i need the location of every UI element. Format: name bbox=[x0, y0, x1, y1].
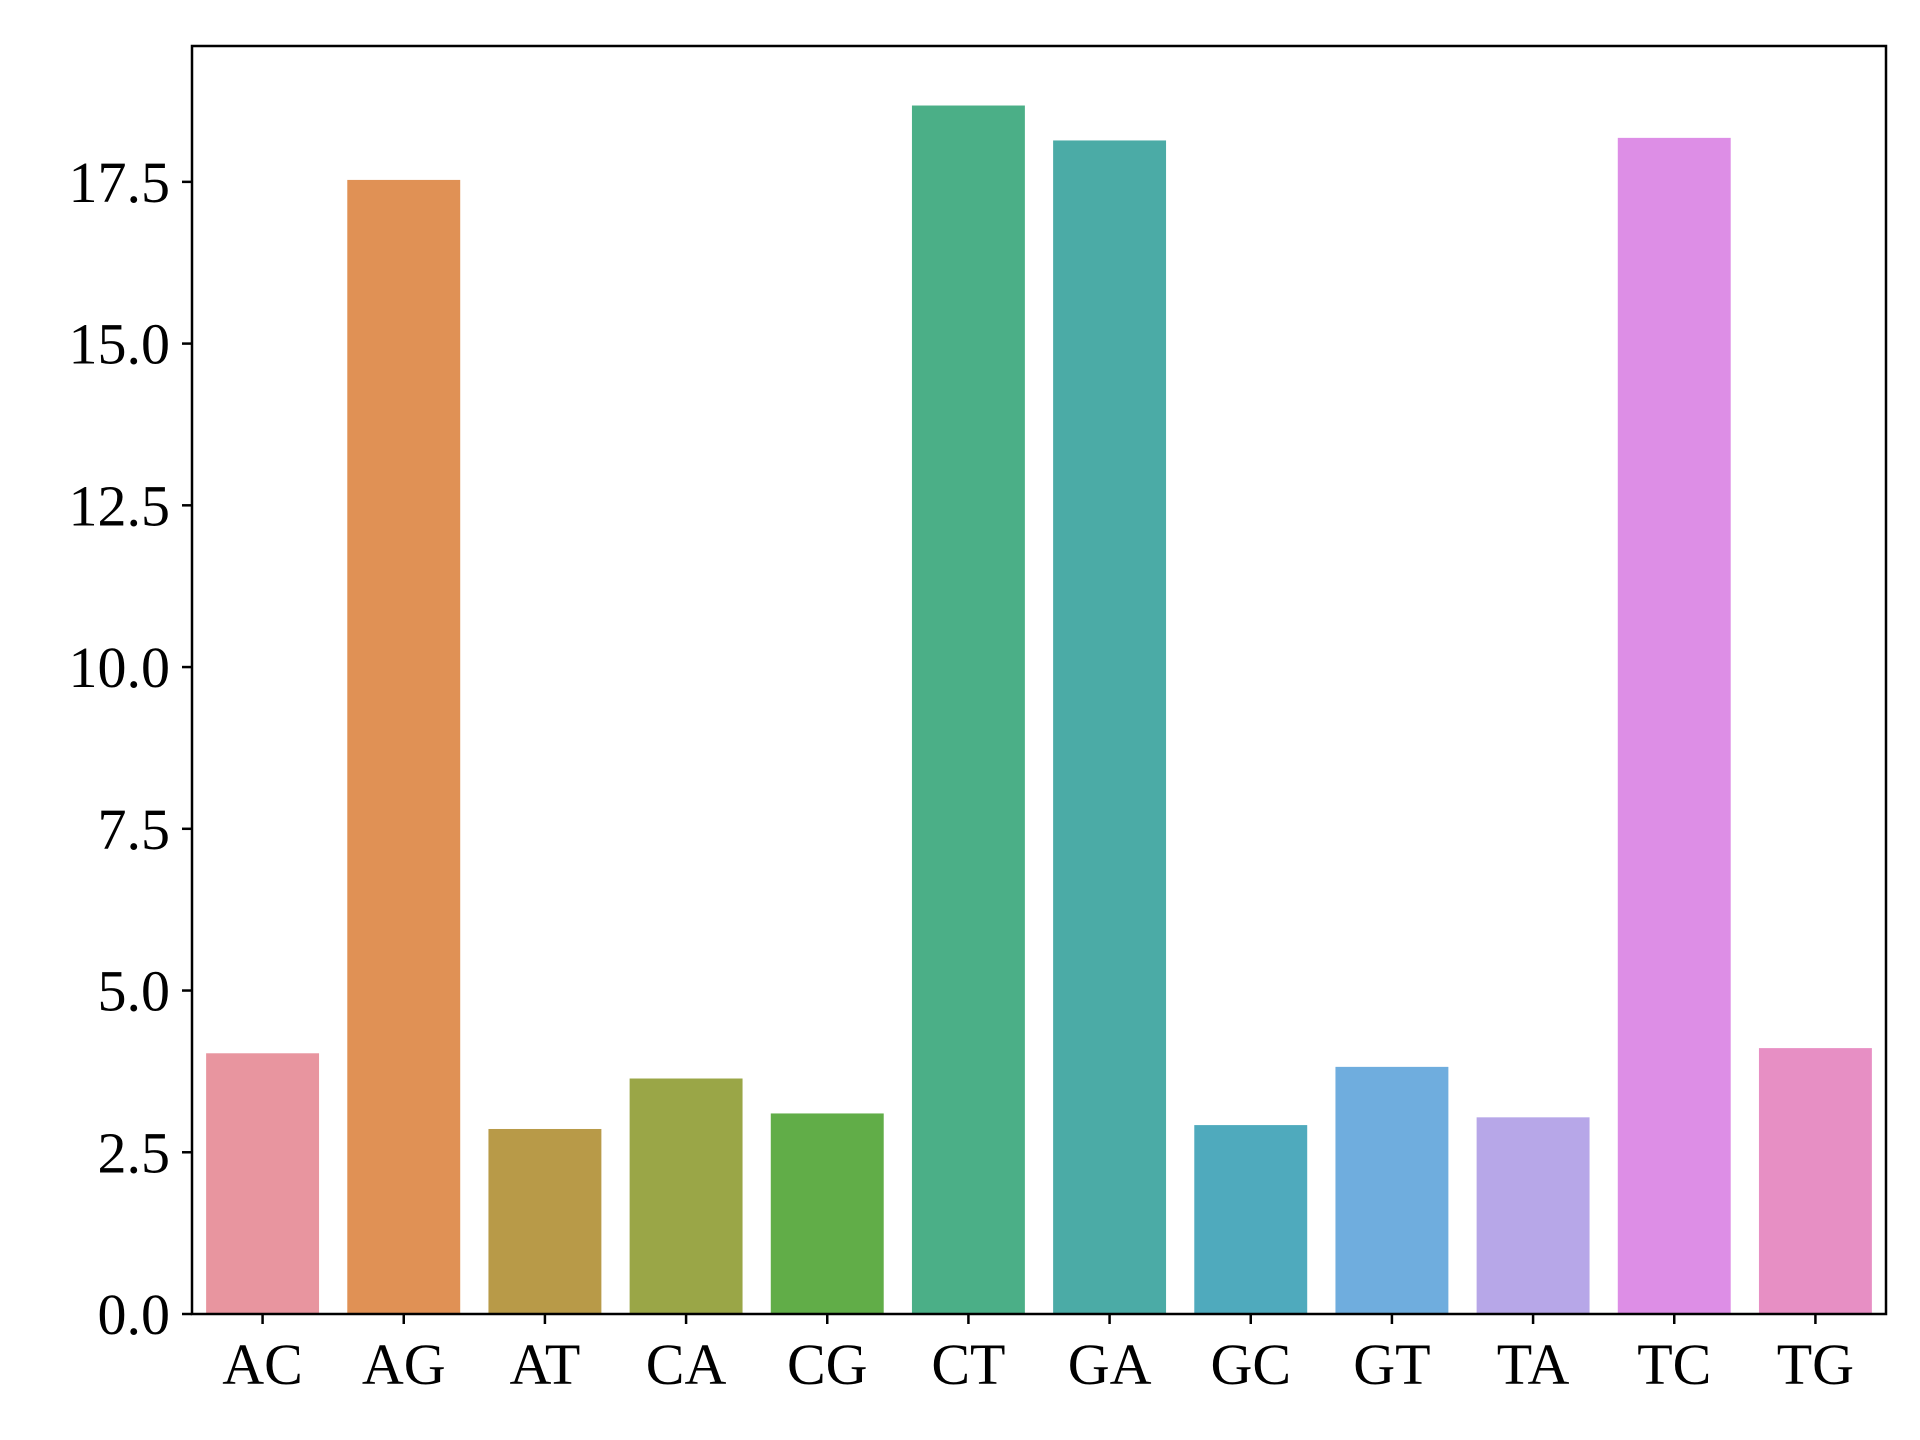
x-tick-label-ac: AC bbox=[222, 1332, 303, 1397]
y-tick-label: 15.0 bbox=[69, 312, 171, 377]
x-tick-label-ga: GA bbox=[1068, 1332, 1152, 1397]
bar-ac bbox=[206, 1053, 320, 1314]
x-tick-label-ag: AG bbox=[362, 1332, 446, 1397]
x-tick-label-tc: TC bbox=[1637, 1332, 1711, 1397]
x-tick-label-ca: CA bbox=[646, 1332, 727, 1397]
x-tick-label-tg: TG bbox=[1777, 1332, 1854, 1397]
y-tick-label: 5.0 bbox=[98, 959, 171, 1024]
x-tick-label-ct: CT bbox=[931, 1332, 1005, 1397]
y-tick-label: 10.0 bbox=[69, 635, 171, 700]
bar-ca bbox=[629, 1078, 743, 1314]
bar-tg bbox=[1758, 1048, 1872, 1314]
y-tick-label: 12.5 bbox=[69, 473, 171, 538]
y-tick-label: 2.5 bbox=[98, 1120, 171, 1185]
bars-layer bbox=[206, 105, 1872, 1315]
x-tick-label-gt: GT bbox=[1353, 1332, 1430, 1397]
x-tick-label-at: AT bbox=[509, 1332, 580, 1397]
bar-ct bbox=[911, 105, 1025, 1314]
bar-ga bbox=[1053, 140, 1167, 1315]
x-tick-label-ta: TA bbox=[1497, 1332, 1570, 1397]
y-tick-label: 7.5 bbox=[98, 797, 171, 862]
bar-cg bbox=[770, 1113, 884, 1314]
x-tick-label-cg: CG bbox=[787, 1332, 868, 1397]
bar-gt bbox=[1335, 1066, 1449, 1314]
bar-gc bbox=[1194, 1125, 1308, 1314]
bar-tc bbox=[1617, 137, 1731, 1314]
x-tick-label-gc: GC bbox=[1210, 1332, 1291, 1397]
bar-at bbox=[488, 1128, 602, 1314]
y-tick-label: 0.0 bbox=[98, 1282, 171, 1347]
ticks-layer: AC AG AT CA CG CT GA GC GT TA TC TG 0.0 2.5 5.0 7.5 10.0… bbox=[69, 150, 1855, 1397]
bar-ta bbox=[1476, 1117, 1590, 1314]
plot-frame bbox=[190, 44, 1888, 1316]
y-tick-label: 17.5 bbox=[69, 150, 171, 215]
bar-ag bbox=[347, 179, 461, 1314]
